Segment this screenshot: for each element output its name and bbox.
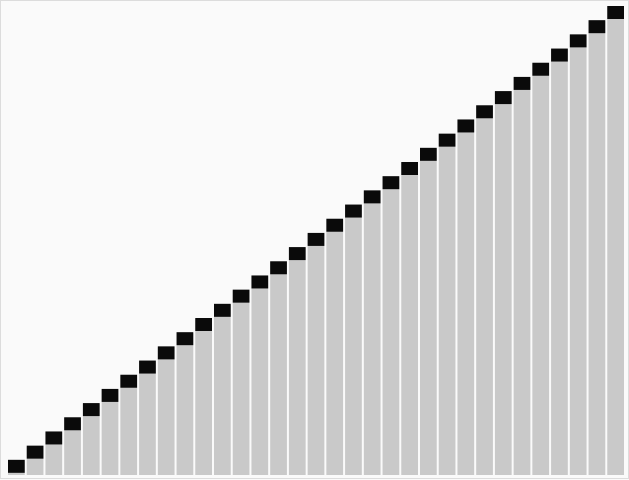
bar-16 [288, 248, 306, 475]
bar-21 [382, 177, 400, 475]
bar-12 [214, 304, 231, 475]
bar-4 [64, 418, 81, 475]
bar-top-marker-22 [401, 162, 418, 175]
bar-top-marker-29 [532, 62, 550, 76]
bar-17 [307, 233, 325, 475]
bar-18 [326, 219, 344, 475]
bar-30 [551, 49, 568, 476]
bar-26 [476, 106, 493, 476]
bar-top-marker-20 [363, 190, 381, 204]
bar-27 [494, 92, 512, 475]
bar-top-marker-18 [326, 218, 344, 232]
bar-top-marker-3 [45, 431, 63, 445]
bar-8 [139, 361, 156, 475]
bar-5 [82, 404, 100, 475]
bar-20 [363, 191, 381, 476]
bar-top-marker-7 [120, 374, 138, 388]
bar-31 [569, 35, 587, 476]
bar-top-marker-31 [569, 34, 587, 48]
bar-10 [176, 333, 194, 475]
bar-top-marker-4 [64, 417, 81, 431]
bar-top-marker-19 [345, 204, 362, 218]
bar-top-marker-27 [494, 91, 512, 105]
bar-top-marker-16 [288, 247, 306, 261]
bar-23 [420, 148, 437, 475]
bar-top-marker-1 [8, 459, 25, 473]
bar-22 [401, 163, 418, 475]
bar-29 [532, 63, 550, 475]
bar-top-marker-17 [307, 232, 325, 246]
bar-28 [513, 77, 531, 475]
bar-top-marker-14 [251, 275, 269, 289]
bar-top-marker-12 [214, 303, 231, 317]
bar-top-marker-24 [438, 133, 456, 147]
bar-6 [101, 389, 119, 475]
bar-19 [345, 205, 362, 476]
bar-top-marker-23 [420, 147, 437, 161]
bar-top-marker-10 [176, 332, 194, 346]
bar-top-marker-5 [82, 403, 100, 417]
bar-32 [588, 21, 606, 476]
bar-14 [251, 276, 269, 475]
bar-13 [232, 290, 250, 475]
bar-top-marker-25 [457, 119, 475, 133]
bar-top-marker-13 [232, 289, 250, 303]
bar-top-marker-2 [26, 445, 44, 459]
bar-top-marker-8 [139, 360, 156, 374]
bar-top-marker-26 [476, 105, 493, 119]
bar-top-marker-32 [588, 20, 606, 34]
bar-top-marker-11 [195, 318, 212, 331]
bar-top-marker-33 [607, 6, 624, 19]
bar-top-marker-28 [513, 76, 531, 90]
bar-top-marker-6 [101, 388, 119, 402]
bar-25 [457, 120, 475, 475]
bar-top-marker-15 [270, 261, 287, 275]
bar-33 [607, 7, 624, 475]
bar-9 [157, 347, 175, 475]
bar-24 [438, 134, 456, 475]
bar-top-marker-30 [551, 48, 568, 62]
bar-top-marker-9 [157, 346, 175, 360]
bar-15 [270, 262, 287, 475]
bar-11 [195, 319, 212, 475]
bar-top-marker-21 [382, 176, 400, 190]
bar-7 [120, 375, 138, 475]
